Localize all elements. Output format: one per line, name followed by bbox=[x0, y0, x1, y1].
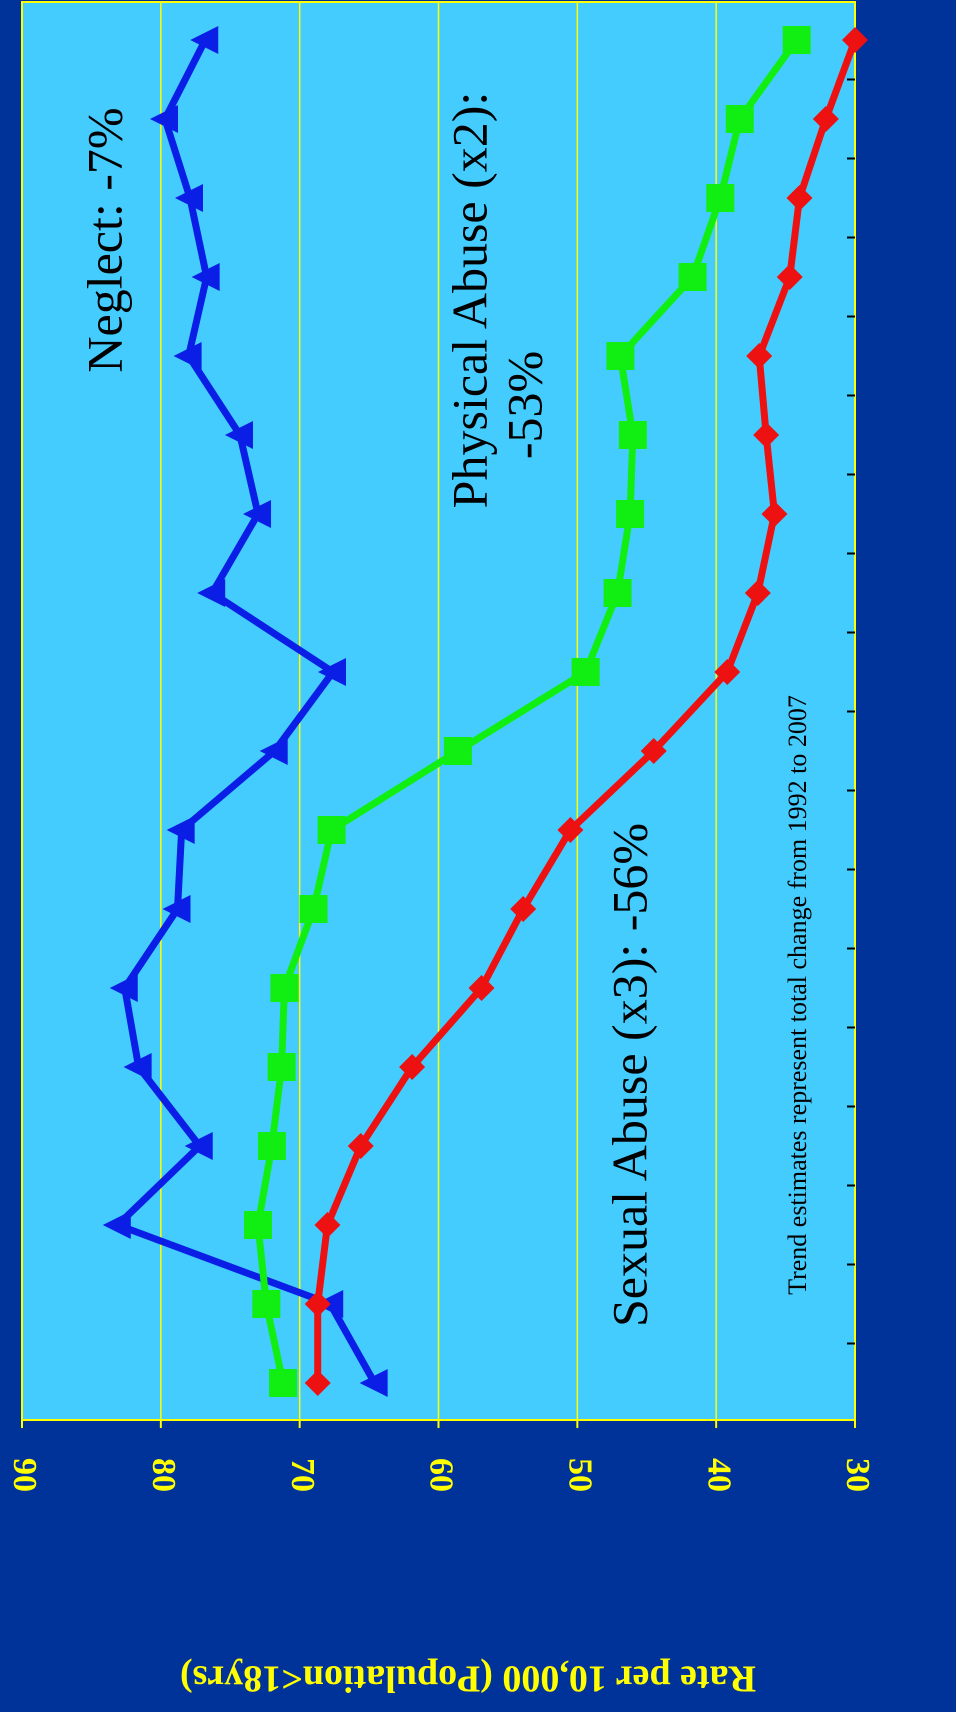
marker bbox=[761, 501, 788, 527]
marker bbox=[468, 975, 495, 1001]
y-tick-label: 50 bbox=[562, 1458, 599, 1492]
marker bbox=[267, 1053, 296, 1081]
y-tick-label: 60 bbox=[423, 1458, 460, 1492]
marker bbox=[347, 1133, 374, 1159]
marker bbox=[782, 26, 811, 54]
marker bbox=[776, 264, 803, 290]
marker bbox=[299, 895, 328, 923]
marker bbox=[746, 343, 773, 369]
y-tick-label: 40 bbox=[700, 1458, 737, 1492]
marker bbox=[184, 1132, 213, 1160]
marker bbox=[174, 184, 203, 212]
marker bbox=[842, 27, 868, 53]
marker bbox=[259, 737, 288, 765]
marker bbox=[191, 263, 220, 291]
marker bbox=[314, 1212, 341, 1238]
series-line bbox=[314, 38, 859, 1383]
marker bbox=[123, 1053, 152, 1081]
footnote: Trend estimates represent total change f… bbox=[783, 695, 812, 1295]
marker bbox=[571, 658, 600, 686]
marker bbox=[224, 421, 253, 449]
marker bbox=[190, 26, 219, 54]
marker bbox=[317, 658, 346, 686]
y-tick-label: 70 bbox=[284, 1458, 321, 1492]
marker bbox=[109, 974, 138, 1002]
marker bbox=[812, 106, 839, 132]
marker bbox=[640, 738, 667, 764]
marker bbox=[173, 342, 202, 370]
marker bbox=[744, 580, 771, 606]
marker bbox=[269, 1369, 298, 1397]
annotation: Neglect: -7% bbox=[76, 107, 132, 372]
y-tick-label: 80 bbox=[145, 1458, 182, 1492]
marker bbox=[304, 1291, 331, 1317]
marker bbox=[557, 817, 584, 843]
marker bbox=[270, 974, 299, 1002]
marker bbox=[162, 895, 191, 923]
marker bbox=[706, 184, 735, 212]
marker bbox=[510, 896, 537, 922]
marker bbox=[102, 1211, 131, 1239]
marker bbox=[197, 579, 226, 607]
marker bbox=[257, 1132, 286, 1160]
marker bbox=[443, 737, 472, 765]
y-tick-label: 30 bbox=[839, 1458, 876, 1492]
marker bbox=[603, 579, 632, 607]
marker bbox=[149, 105, 178, 133]
marker bbox=[317, 816, 346, 844]
marker bbox=[243, 500, 272, 528]
marker bbox=[678, 263, 707, 291]
marker bbox=[725, 105, 754, 133]
marker bbox=[786, 185, 813, 211]
marker bbox=[399, 1054, 426, 1080]
marker bbox=[753, 422, 780, 448]
marker bbox=[166, 816, 195, 844]
marker bbox=[618, 421, 647, 449]
axis-title: Rate per 10,000 (Population<18yrs) bbox=[180, 1657, 756, 1699]
annotation: Sexual Abuse (x3): -56% bbox=[601, 823, 657, 1327]
marker bbox=[714, 659, 741, 685]
series-line bbox=[114, 38, 378, 1385]
annotation: Physical Abuse (x2): bbox=[441, 92, 497, 509]
annotation: -53% bbox=[496, 351, 552, 459]
marker bbox=[252, 1290, 281, 1318]
marker bbox=[616, 500, 645, 528]
marker bbox=[304, 1370, 331, 1396]
marker bbox=[606, 342, 635, 370]
marker bbox=[359, 1369, 388, 1397]
marker bbox=[244, 1211, 273, 1239]
y-tick-label: 90 bbox=[6, 1458, 43, 1492]
